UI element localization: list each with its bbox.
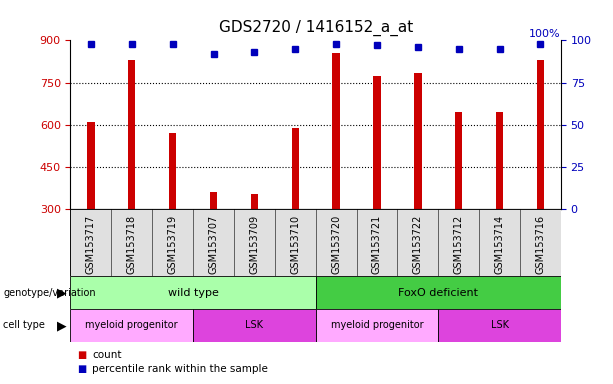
Text: GSM153721: GSM153721	[372, 215, 382, 274]
Text: wild type: wild type	[168, 288, 218, 298]
Text: ■: ■	[77, 350, 86, 360]
Text: myeloid progenitor: myeloid progenitor	[330, 320, 424, 331]
Bar	[496, 112, 503, 209]
Text: cell type: cell type	[3, 320, 45, 331]
Text: myeloid progenitor: myeloid progenitor	[85, 320, 178, 331]
Text: ▶: ▶	[56, 286, 66, 299]
Bar	[332, 53, 340, 209]
Bar	[537, 60, 544, 209]
Text: 100%: 100%	[529, 29, 561, 39]
Text: GSM153709: GSM153709	[249, 215, 259, 274]
Text: GSM153707: GSM153707	[208, 215, 218, 274]
Text: GSM153719: GSM153719	[168, 215, 178, 274]
Bar	[87, 122, 94, 209]
Bar	[251, 194, 258, 209]
Text: GSM153716: GSM153716	[536, 215, 546, 274]
Bar	[169, 133, 177, 209]
Title: GDS2720 / 1416152_a_at: GDS2720 / 1416152_a_at	[219, 20, 413, 36]
Text: ▶: ▶	[56, 319, 66, 332]
Text: GSM153717: GSM153717	[86, 215, 96, 274]
Bar	[70, 276, 316, 309]
Text: LSK: LSK	[245, 320, 264, 331]
Bar	[316, 276, 561, 309]
Text: GSM153720: GSM153720	[331, 215, 341, 274]
Text: genotype/variation: genotype/variation	[3, 288, 96, 298]
Bar	[414, 73, 422, 209]
Bar	[210, 192, 217, 209]
Text: ■: ■	[77, 364, 86, 374]
Text: LSK: LSK	[490, 320, 509, 331]
Bar	[316, 309, 438, 342]
Bar	[193, 309, 316, 342]
Bar	[70, 309, 193, 342]
Text: GSM153718: GSM153718	[127, 215, 137, 274]
Bar	[455, 112, 462, 209]
Text: FoxO deficient: FoxO deficient	[398, 288, 478, 298]
Text: GSM153710: GSM153710	[291, 215, 300, 274]
Text: GSM153722: GSM153722	[413, 215, 423, 274]
Text: count: count	[92, 350, 121, 360]
Text: GSM153712: GSM153712	[454, 215, 463, 274]
Text: percentile rank within the sample: percentile rank within the sample	[92, 364, 268, 374]
Text: GSM153714: GSM153714	[495, 215, 504, 274]
Bar	[128, 60, 135, 209]
Bar	[438, 309, 561, 342]
Bar	[292, 127, 299, 209]
Bar	[373, 76, 381, 209]
